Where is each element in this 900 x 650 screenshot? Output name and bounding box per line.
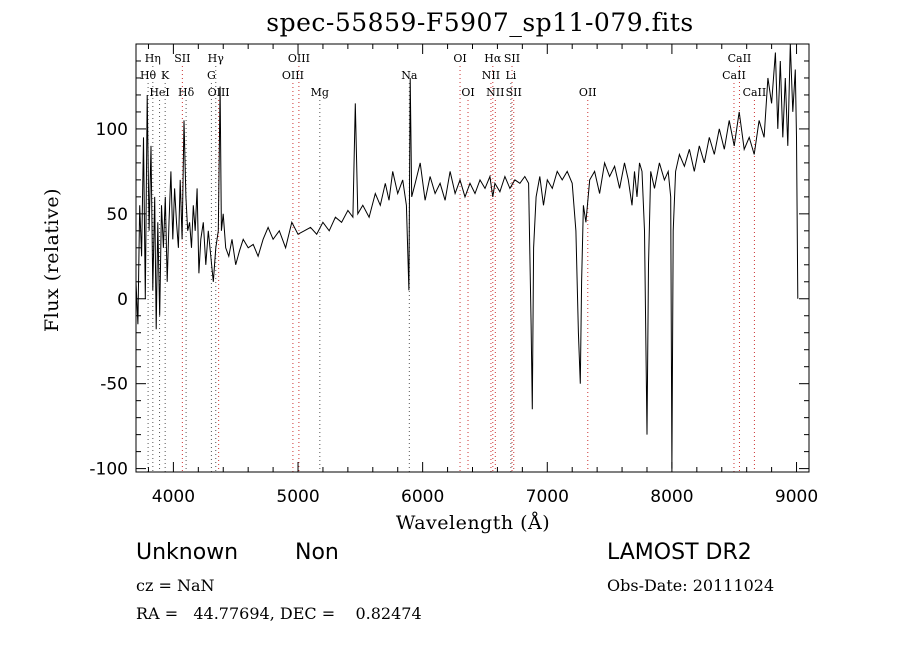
y-tick-label: 0 bbox=[117, 290, 128, 310]
coordinates: RA = 44.77694, DEC = 0.82474 bbox=[136, 604, 422, 623]
y-axis: -100 -50 0 50 100 bbox=[89, 60, 809, 480]
line-marker-label: OI bbox=[461, 86, 474, 99]
line-marker-label: SII bbox=[504, 52, 520, 65]
x-axis-label: Wavelength (Å) bbox=[395, 512, 551, 534]
line-marker-label: Na bbox=[401, 69, 418, 82]
spectrum-line bbox=[135, 43, 799, 469]
line-marker-label: Mg bbox=[311, 86, 329, 99]
line-marker-label: OIII bbox=[288, 52, 310, 65]
line-marker-label: Hθ bbox=[140, 69, 157, 82]
line-marker-label: OI bbox=[453, 52, 466, 65]
line-marker-label: G bbox=[207, 69, 216, 82]
object-class: Unknown bbox=[136, 540, 239, 565]
x-tick-label: 6000 bbox=[401, 487, 444, 507]
line-marker-label: NII bbox=[486, 86, 504, 99]
observation-date: Obs-Date: 20111024 bbox=[607, 576, 775, 595]
y-tick-label: -100 bbox=[89, 460, 128, 480]
line-marker-label: Hη bbox=[145, 52, 161, 65]
line-marker-label: CaII bbox=[728, 52, 752, 65]
survey-name: LAMOST DR2 bbox=[607, 540, 752, 565]
line-marker-label: HeI bbox=[149, 86, 169, 99]
line-marker-label: Hα bbox=[484, 52, 502, 65]
spectral-line-markers bbox=[147, 66, 755, 472]
y-tick-label: 100 bbox=[96, 120, 128, 140]
line-marker-label: SII bbox=[506, 86, 522, 99]
x-tick-label: 9000 bbox=[775, 487, 818, 507]
line-marker-label: NII bbox=[482, 69, 500, 82]
line-marker-label: CaII bbox=[722, 69, 746, 82]
line-marker-label: SII bbox=[174, 52, 190, 65]
x-axis: 4000 5000 6000 7000 8000 9000 bbox=[147, 44, 818, 507]
y-axis-label: Flux (relative) bbox=[41, 188, 63, 332]
plot-frame bbox=[135, 43, 810, 473]
line-marker-label: Hγ bbox=[208, 52, 225, 65]
y-tick-label: -50 bbox=[100, 375, 128, 395]
x-tick-label: 7000 bbox=[526, 487, 569, 507]
line-marker-label: OIII bbox=[208, 86, 230, 99]
line-marker-label: OII bbox=[579, 86, 597, 99]
object-subclass: Non bbox=[295, 540, 339, 565]
y-tick-label: 50 bbox=[106, 205, 128, 225]
line-marker-label: CaII bbox=[743, 86, 767, 99]
x-tick-label: 4000 bbox=[152, 487, 195, 507]
line-marker-label: Li bbox=[505, 69, 516, 82]
line-marker-label: Hδ bbox=[178, 86, 195, 99]
chart-title: spec-55859-F5907_sp11-079.fits bbox=[266, 8, 694, 37]
x-tick-label: 8000 bbox=[650, 487, 693, 507]
line-marker-label: OIII bbox=[282, 69, 304, 82]
redshift-cz: cz = NaN bbox=[136, 576, 215, 595]
x-tick-label: 5000 bbox=[276, 487, 319, 507]
line-marker-label: K bbox=[161, 69, 170, 82]
